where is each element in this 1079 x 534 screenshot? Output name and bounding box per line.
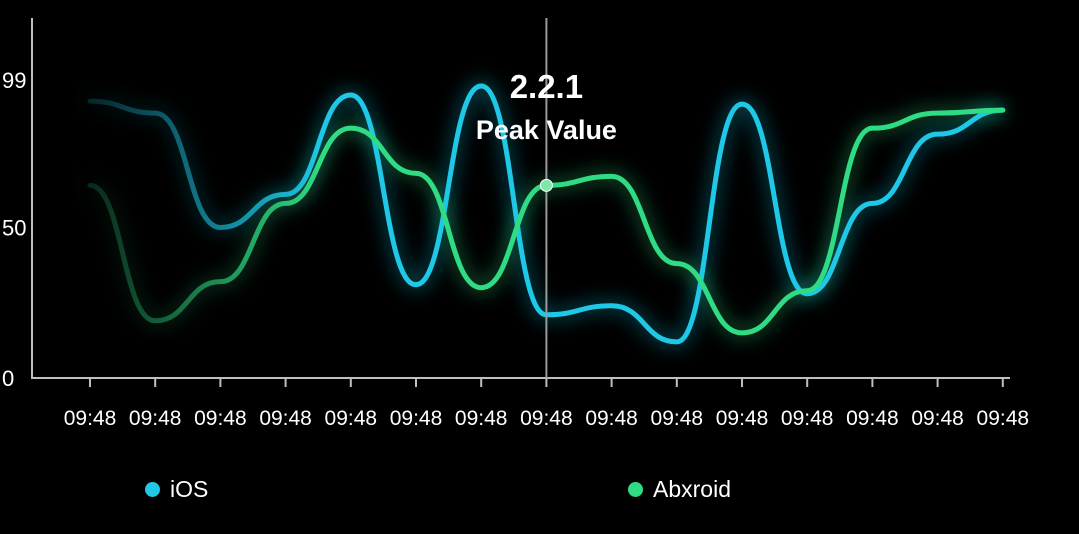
x-tick-label: 09:48	[259, 407, 312, 430]
x-tick-label: 09:48	[64, 407, 117, 430]
legend-label-ios: iOS	[170, 476, 209, 502]
x-tick-label: 09:48	[129, 407, 182, 430]
legend-dot-ios	[145, 482, 160, 497]
x-tick-label: 09:48	[781, 407, 834, 430]
legend-label-abxroid: Abxroid	[653, 476, 731, 502]
x-tick-label: 09:48	[911, 407, 964, 430]
x-tick-label: 09:48	[651, 407, 704, 430]
crosshair-point[interactable]	[539, 178, 553, 192]
y-tick-label: 50	[2, 215, 26, 240]
x-tick-label: 09:48	[977, 407, 1030, 430]
legend-dot-abxroid	[628, 482, 643, 497]
x-tick-label: 09:48	[520, 407, 573, 430]
x-tick-label: 09:48	[716, 407, 769, 430]
legend-item-ios[interactable]: iOS	[145, 476, 208, 503]
x-tick-label: 09:48	[585, 407, 638, 430]
x-tick-label: 09:48	[846, 407, 899, 430]
tooltip-subtitle: Peak Value	[476, 115, 617, 145]
tooltip-title: 2.2.1	[510, 68, 583, 105]
x-tick-label: 09:48	[325, 407, 378, 430]
x-tick-label: 09:48	[455, 407, 508, 430]
y-tick-label: 0	[2, 366, 14, 391]
x-tick-label: 09:48	[390, 407, 443, 430]
y-tick-label: 99	[2, 68, 26, 93]
x-tick-label: 09:48	[194, 407, 247, 430]
legend-item-abxroid[interactable]: Abxroid	[628, 476, 731, 503]
